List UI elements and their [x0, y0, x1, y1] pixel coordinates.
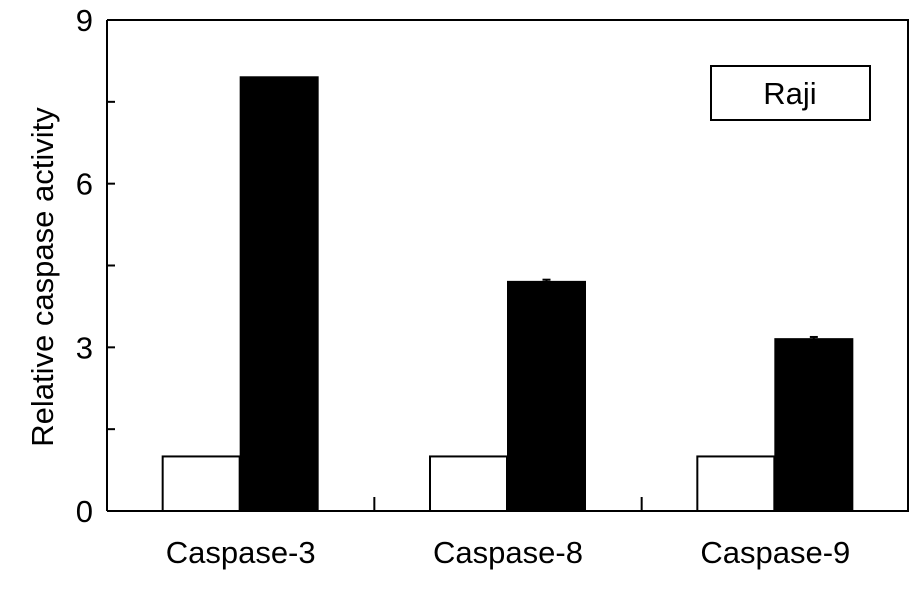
- x-tick-label: Caspase-8: [433, 535, 583, 570]
- bar-caspase-8-s2: [507, 280, 586, 512]
- x-tick-labels-group: Caspase-3 Caspase-8 Caspase-9: [166, 535, 851, 570]
- y-tick-labels-group: 0 3 6 9: [76, 3, 93, 529]
- y-tick-label: 9: [76, 3, 93, 38]
- bar-caspase-3-s1: [161, 455, 241, 513]
- x-ticks-group: [373, 497, 643, 511]
- y-tick-label: 3: [76, 330, 93, 365]
- y-tick-label: 0: [76, 494, 93, 529]
- bar-caspase-9-s1: [696, 455, 776, 513]
- bars-group: [161, 76, 854, 513]
- legend-box: [710, 65, 871, 121]
- x-tick-label: Caspase-9: [700, 535, 850, 570]
- y-ticks-group: [107, 19, 115, 512]
- y-axis-title: Relative caspase activity: [25, 107, 60, 447]
- bar-caspase-9-s2: [774, 338, 854, 512]
- legend-label: Raji: [763, 76, 816, 111]
- bar-caspase-8-s1: [429, 455, 508, 513]
- x-tick-label: Caspase-3: [166, 535, 316, 570]
- y-tick-label: 6: [76, 167, 93, 202]
- bar-caspase-3-s2: [239, 76, 319, 513]
- error-bars-group: [542, 278, 818, 340]
- legend: Raji: [710, 65, 871, 121]
